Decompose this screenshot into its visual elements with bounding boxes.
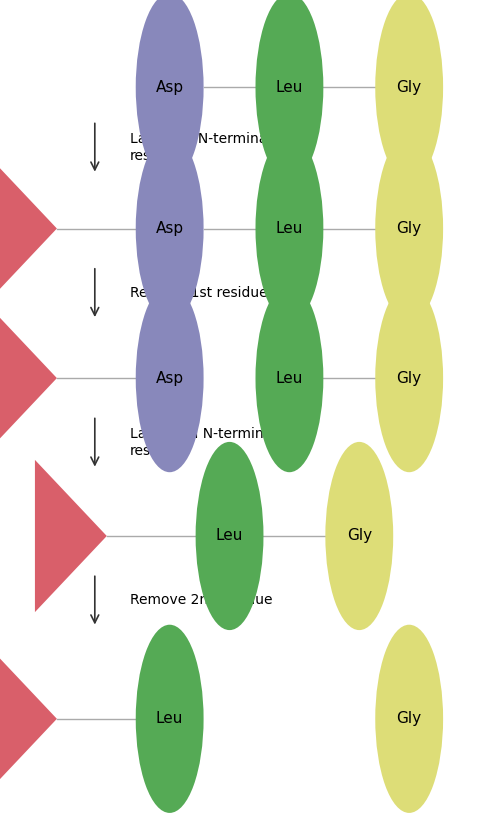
Ellipse shape — [375, 0, 443, 181]
Ellipse shape — [375, 135, 443, 322]
Text: Gly: Gly — [397, 221, 422, 236]
Polygon shape — [0, 642, 57, 795]
Text: Leu: Leu — [156, 711, 183, 726]
Polygon shape — [0, 302, 57, 455]
Ellipse shape — [255, 135, 323, 322]
Ellipse shape — [255, 0, 323, 181]
Ellipse shape — [375, 625, 443, 813]
Text: Gly: Gly — [397, 80, 422, 95]
Text: Asp: Asp — [156, 221, 184, 236]
Ellipse shape — [375, 284, 443, 472]
Text: Leu: Leu — [276, 80, 303, 95]
Polygon shape — [0, 152, 57, 305]
Polygon shape — [35, 460, 107, 612]
Text: Remove 1st residue: Remove 1st residue — [130, 286, 267, 300]
Text: Gly: Gly — [347, 529, 372, 543]
Text: Leu: Leu — [216, 529, 243, 543]
Ellipse shape — [255, 284, 323, 472]
Text: Remove 2nd residue: Remove 2nd residue — [130, 593, 272, 607]
Text: Leu: Leu — [276, 221, 303, 236]
Text: Label 2nd N-terminal
residue: Label 2nd N-terminal residue — [130, 427, 276, 458]
Ellipse shape — [196, 442, 263, 630]
Ellipse shape — [136, 284, 204, 472]
Ellipse shape — [136, 135, 204, 322]
Ellipse shape — [136, 0, 204, 181]
Text: Asp: Asp — [156, 80, 184, 95]
Text: Label 1st N-terminal
residue: Label 1st N-terminal residue — [130, 132, 271, 163]
Text: Leu: Leu — [276, 371, 303, 386]
Ellipse shape — [325, 442, 393, 630]
Text: Gly: Gly — [397, 711, 422, 726]
Text: Asp: Asp — [156, 371, 184, 386]
Text: Gly: Gly — [397, 371, 422, 386]
Ellipse shape — [136, 625, 204, 813]
